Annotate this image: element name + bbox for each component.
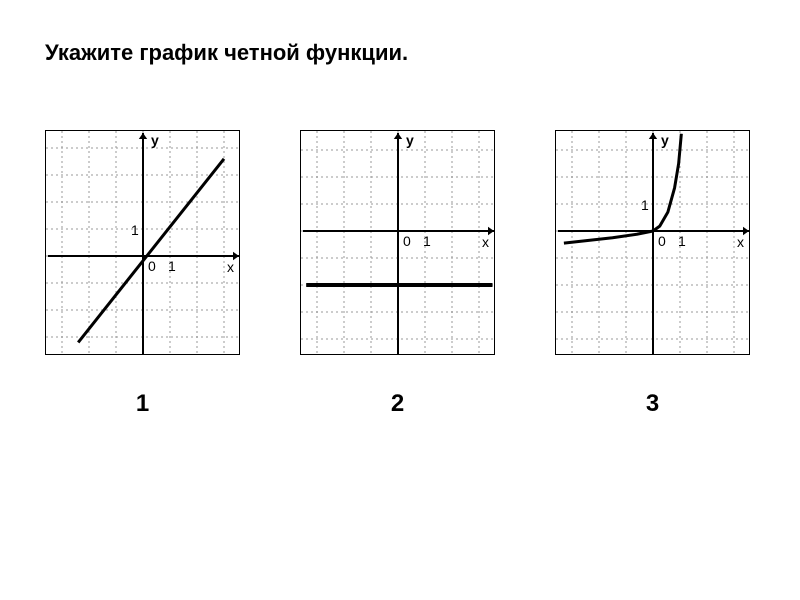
- chart-3: yx011: [555, 130, 750, 355]
- svg-text:1: 1: [131, 222, 139, 238]
- chart-2-svg: y x 01: [301, 131, 496, 356]
- svg-text:y: y: [661, 132, 669, 148]
- svg-text:x: x: [737, 234, 744, 250]
- chart-2-label: 2: [391, 390, 404, 418]
- svg-text:y: y: [151, 132, 159, 148]
- chart-1-label: 1: [136, 390, 149, 418]
- question-text: Укажите график четной функции.: [45, 40, 408, 66]
- chart-3-container: yx011 3: [555, 130, 750, 418]
- chart-2: y x 01: [300, 130, 495, 355]
- svg-text:x: x: [482, 234, 489, 250]
- svg-text:0: 0: [148, 258, 156, 274]
- charts-row: yx011 1 yx01 2 yx011 3: [45, 130, 750, 418]
- chart-1-svg: yx011: [46, 131, 241, 356]
- svg-text:1: 1: [423, 233, 431, 249]
- svg-text:y: y: [406, 132, 414, 148]
- chart-3-svg: yx011: [556, 131, 751, 356]
- chart-2-container: y x 01 2: [300, 130, 495, 418]
- chart-1-container: yx011 1: [45, 130, 240, 418]
- svg-text:0: 0: [658, 233, 666, 249]
- chart-3-label: 3: [646, 390, 659, 418]
- svg-text:1: 1: [168, 258, 176, 274]
- svg-text:1: 1: [678, 233, 686, 249]
- svg-text:1: 1: [641, 197, 649, 213]
- svg-text:x: x: [227, 259, 234, 275]
- svg-text:0: 0: [403, 233, 411, 249]
- chart-1: yx011: [45, 130, 240, 355]
